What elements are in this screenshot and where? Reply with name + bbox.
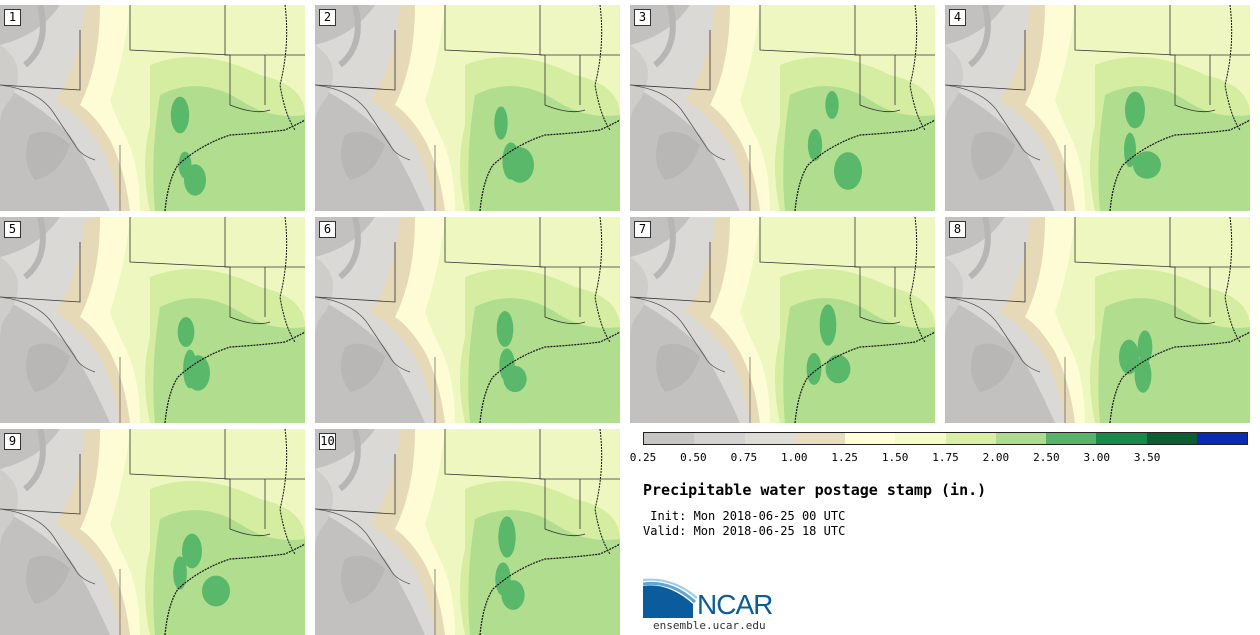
panel-number: 8 [949, 221, 966, 238]
map-panel-5: 5 [0, 217, 305, 423]
map-panel-8: 8 [945, 217, 1250, 423]
colorbar-tick-label: 1.00 [781, 451, 808, 464]
map-panel-9: 9 [0, 429, 305, 635]
panel-number: 6 [319, 221, 336, 238]
panel-number: 2 [319, 9, 336, 26]
colorbar-segment [995, 433, 1046, 444]
colorbar-tick-label: 3.50 [1133, 451, 1161, 464]
colorbar-segment [1146, 433, 1197, 444]
panel-number: 3 [634, 9, 651, 26]
colorbar-segment [1096, 433, 1147, 444]
map-panel-10: 10 [315, 429, 620, 635]
colorbar-tick-label: 1.75 [932, 451, 959, 464]
colorbar-tick-label: 0.50 [680, 451, 707, 464]
ncar-logo-text: NCAR [697, 589, 773, 620]
panel-number: 9 [4, 433, 21, 450]
map-panel-1: 1 [0, 5, 305, 211]
panel-number: 4 [949, 9, 966, 26]
colorbar-tick-label: 1.50 [881, 451, 909, 464]
map-panel-4: 4 [945, 5, 1250, 211]
colorbar-tick-label: 1.25 [831, 451, 858, 464]
colorbar-segment [845, 433, 896, 444]
init-time: Init: Mon 2018-06-25 00 UTC [643, 509, 846, 523]
colorbar-tick-label: 2.50 [1033, 451, 1060, 464]
colorbar-segment [744, 433, 795, 444]
colorbar-segment [895, 433, 946, 444]
panel-number: 5 [4, 221, 21, 238]
ncar-logo [643, 578, 698, 618]
colorbar-tick-label: 2.00 [982, 451, 1010, 464]
colorbar-tick-label: 0.75 [730, 451, 758, 464]
colorbar-segment [1046, 433, 1097, 444]
site-url: ensemble.ucar.edu [653, 619, 766, 632]
valid-time: Valid: Mon 2018-06-25 18 UTC [643, 524, 846, 538]
map-panel-3: 3 [630, 5, 935, 211]
panel-number: 7 [634, 221, 651, 238]
colorbar-segment [1196, 433, 1247, 444]
colorbar-segment [694, 433, 745, 444]
colorbar-tick-label: 3.00 [1083, 451, 1111, 464]
colorbar-segment [644, 433, 695, 444]
colorbar-segment [794, 433, 845, 444]
colorbar-segment [945, 433, 996, 444]
panel-number: 1 [4, 9, 21, 26]
colorbar-tick-label: 0.25 [629, 451, 657, 464]
panel-number: 10 [319, 433, 336, 450]
map-panel-2: 2 [315, 5, 620, 211]
colorbar [643, 432, 1248, 445]
figure-title: Precipitable water postage stamp (in.) [643, 481, 987, 499]
map-panel-6: 6 [315, 217, 620, 423]
map-panel-7: 7 [630, 217, 935, 423]
